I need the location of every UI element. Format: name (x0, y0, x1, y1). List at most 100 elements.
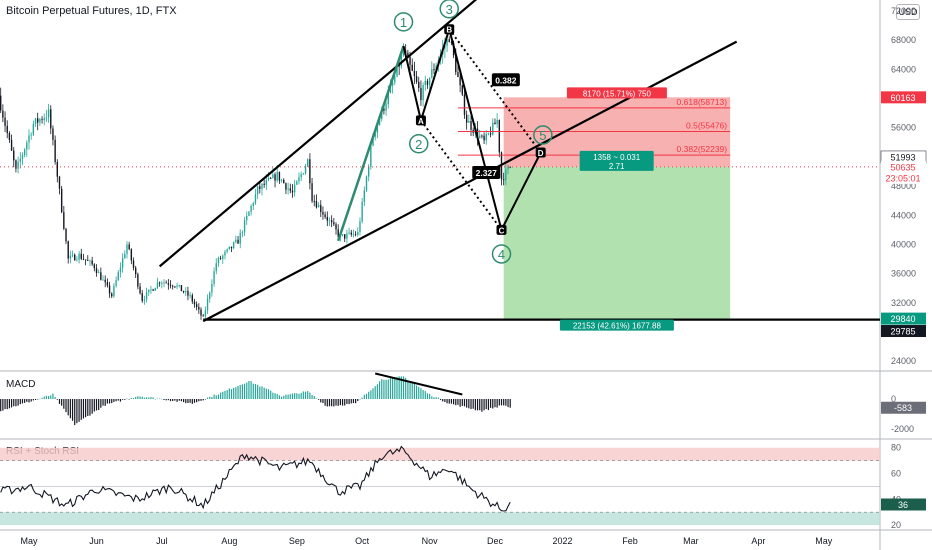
time-tick-label: Jun (89, 536, 104, 546)
candle (71, 254, 74, 256)
macd-bar (213, 394, 215, 399)
macd-bar (328, 399, 331, 407)
candle (213, 271, 215, 284)
ratio-label: 0.382 (495, 75, 517, 85)
candle (176, 285, 178, 287)
time-tick-label: Mar (683, 536, 699, 546)
macd-bar (389, 377, 392, 399)
macd-bar (363, 394, 365, 399)
macd-bar (359, 398, 361, 400)
time-tick-label: Dec (487, 536, 504, 546)
abcd-leg (402, 45, 422, 121)
currency-button[interactable]: USD (896, 4, 920, 20)
macd-bar (224, 390, 226, 399)
candle (141, 293, 143, 301)
macd-bar (372, 388, 374, 399)
candle (39, 119, 41, 123)
candle (291, 190, 294, 193)
macd-bar (130, 397, 132, 399)
macd-bar (89, 399, 91, 416)
candle (304, 166, 307, 174)
candle (256, 186, 259, 195)
macd-bar (324, 399, 326, 406)
trend-line (158, 0, 478, 268)
candle (158, 282, 161, 284)
macd-bar (43, 396, 45, 399)
candle (198, 307, 200, 310)
macd-bar (78, 399, 80, 422)
macd-bar (448, 399, 450, 404)
risk-label-box (566, 87, 667, 99)
macd-bar (265, 388, 267, 399)
candle (363, 190, 366, 202)
macd-bar (259, 386, 261, 399)
candle (200, 309, 202, 316)
pattern-point-marker (415, 115, 426, 126)
rsi-tick-label: 80 (891, 443, 901, 453)
macd-bar (267, 389, 270, 399)
macd-bar (283, 395, 285, 399)
price-tick-label: 68000 (891, 35, 916, 45)
candle (322, 212, 324, 215)
macd-bar (141, 396, 143, 399)
macd-bar (450, 399, 453, 404)
macd-bar (98, 399, 100, 411)
candle (161, 283, 163, 284)
macd-bar (420, 388, 422, 399)
macd-bar (492, 399, 494, 409)
macd-bar (217, 394, 220, 399)
candle (378, 118, 381, 125)
price-tick-label: 40000 (891, 239, 916, 249)
candle (428, 77, 431, 85)
macd-bar (429, 393, 431, 399)
macd-bar (69, 399, 71, 419)
candle (13, 150, 15, 161)
candle (435, 65, 437, 71)
rsi-band (0, 512, 880, 526)
macd-bar (463, 399, 466, 407)
rsi-line (0, 445, 511, 512)
candle (320, 205, 322, 213)
candle (154, 287, 156, 291)
macd-bar (344, 399, 346, 406)
candle (293, 184, 296, 193)
macd-bar (302, 391, 304, 399)
macd-bar (91, 399, 93, 414)
macd-bar (209, 396, 211, 399)
macd-bar (74, 399, 76, 426)
macd-bar (394, 377, 396, 399)
candle (313, 200, 315, 202)
candle (418, 81, 420, 88)
candle (47, 109, 50, 118)
price-axis-tag-label: 50635 (890, 162, 915, 172)
macd-bar (274, 393, 276, 399)
rsi-current-label: 36 (898, 500, 908, 510)
wave-label: 2 (415, 137, 422, 152)
candle (433, 69, 435, 71)
macd-bar (137, 396, 139, 399)
macd-bar (176, 399, 178, 402)
macd-bar (24, 399, 26, 403)
macd-bar (409, 381, 411, 399)
candle (237, 239, 239, 244)
candle (60, 188, 63, 213)
candle (494, 122, 496, 125)
macd-bar (39, 398, 41, 400)
macd-bar (28, 399, 30, 403)
macd-bar (115, 399, 117, 402)
fib-level-label: 0.618(58713) (677, 97, 728, 107)
wave-label: 5 (539, 128, 546, 143)
macd-bar (6, 399, 8, 410)
time-tick-label: May (815, 536, 833, 546)
candle (87, 260, 89, 261)
macd-bar (413, 383, 416, 399)
macd-bar (446, 399, 448, 404)
macd-title: MACD (6, 379, 36, 390)
macd-bar (272, 392, 274, 399)
candle (17, 161, 19, 169)
macd-bar (222, 391, 224, 399)
candle (485, 133, 487, 141)
candle (409, 56, 411, 65)
